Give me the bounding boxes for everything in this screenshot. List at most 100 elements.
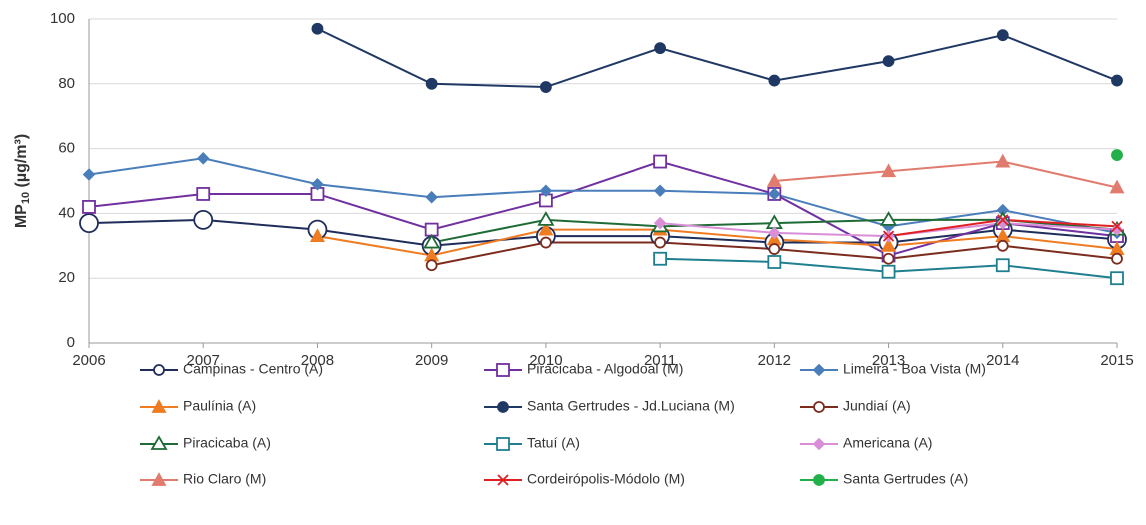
marker (539, 81, 552, 93)
marker (1111, 149, 1123, 161)
marker (879, 211, 898, 226)
marker (496, 437, 510, 451)
x-tick-label: 2009 (415, 352, 448, 369)
marker (425, 77, 438, 90)
legend-item: Tatuí (A) (484, 435, 580, 451)
marker (768, 74, 781, 87)
marker (882, 252, 895, 265)
series-line (88, 160, 1118, 257)
legend-item: Piracicaba (A) (140, 435, 271, 451)
y-tick-label: 40 (58, 204, 75, 221)
x-tick-label: 2015 (1100, 352, 1133, 369)
legend-item: Campinas - Centro (A) (140, 361, 323, 377)
marker (309, 228, 325, 242)
legend-label: Rio Claro (M) (183, 471, 266, 487)
series-line (317, 228, 1118, 257)
marker (425, 190, 438, 204)
marker (311, 22, 324, 35)
marker (82, 168, 96, 181)
marker (196, 152, 210, 165)
marker (996, 239, 1009, 252)
marker (996, 216, 1010, 230)
marker (193, 209, 214, 230)
marker (153, 364, 165, 376)
marker (496, 363, 510, 377)
legend-item: Santa Gertrudes (A) (800, 471, 968, 487)
marker (497, 401, 509, 413)
marker (997, 214, 1009, 226)
marker (812, 363, 826, 377)
marker (1111, 252, 1123, 265)
marker (882, 55, 895, 68)
marker (1111, 74, 1123, 87)
marker (881, 163, 897, 178)
y-label-main: MP (13, 204, 30, 228)
legend-label: Limeira - Boa Vista (M) (843, 361, 986, 377)
y-tick-label: 60 (58, 140, 75, 157)
legend-item: Paulínia (A) (140, 398, 256, 414)
y-axis-label: MP10 (µg/m³) (13, 134, 32, 228)
marker (497, 474, 509, 486)
legend-label: Tatuí (A) (527, 435, 580, 451)
marker (766, 173, 782, 187)
marker (812, 437, 826, 451)
y-tick-label: 0 (67, 334, 75, 351)
marker (151, 472, 167, 486)
legend-label: Paulínia (A) (183, 398, 256, 414)
legend-item: Santa Gertrudes - Jd.Luciana (M) (484, 398, 735, 414)
marker (653, 251, 668, 266)
marker (653, 154, 668, 169)
marker (768, 187, 781, 201)
y-label-unit: (µg/m³) (13, 134, 30, 192)
marker (654, 236, 667, 249)
marker (1110, 271, 1124, 286)
x-tick-label: 2014 (986, 352, 1019, 369)
legend-label: Santa Gertrudes (A) (843, 471, 968, 487)
marker (881, 237, 897, 252)
legend-label: Cordeirópolis-Módolo (M) (527, 471, 685, 487)
legend-label: Piracicaba (A) (183, 435, 271, 451)
marker (537, 211, 555, 226)
legend-item: Piracicaba - Algodoal (M) (484, 361, 683, 377)
legend: Campinas - Centro (A) Piracicaba - Algodo… (140, 361, 986, 487)
y-tick-label: 80 (58, 75, 75, 92)
series-line (774, 160, 1118, 189)
marker (813, 474, 825, 486)
y-tick-label: 100 (50, 10, 75, 27)
x-tick-label: 2006 (72, 352, 105, 369)
legend-item: Americana (A) (800, 435, 932, 451)
marker (1109, 179, 1125, 194)
marker (425, 259, 438, 272)
marker (82, 200, 96, 214)
legend-label: Santa Gertrudes - Jd.Luciana (M) (527, 398, 735, 414)
marker (196, 187, 211, 201)
legend-label: Americana (A) (843, 435, 932, 451)
y-label-sub: 10 (20, 192, 32, 204)
marker (882, 230, 895, 242)
series-line (88, 157, 1118, 234)
x-tick-label: 2008 (301, 352, 334, 369)
marker (654, 42, 667, 55)
legend-item: Jundiaí (A) (800, 398, 911, 414)
marker (653, 216, 667, 230)
marker (995, 153, 1011, 168)
legend-label: Jundiaí (A) (843, 398, 911, 414)
marker (539, 236, 552, 249)
marker (768, 226, 781, 240)
x-tick-label: 2010 (529, 352, 562, 369)
y-tick-label: 20 (58, 269, 75, 286)
marker (1111, 220, 1123, 232)
x-tick-label: 2011 (644, 352, 676, 369)
marker (150, 435, 168, 450)
marker (996, 29, 1009, 42)
legend-item: Cordeirópolis-Módolo (M) (484, 471, 685, 487)
marker (151, 399, 167, 413)
marker (311, 177, 324, 191)
series-line (317, 27, 1118, 89)
marker (1110, 223, 1124, 236)
marker (538, 221, 554, 236)
series-line (88, 218, 1118, 247)
legend-label: Campinas - Centro (A) (183, 361, 323, 377)
marker (881, 264, 896, 279)
